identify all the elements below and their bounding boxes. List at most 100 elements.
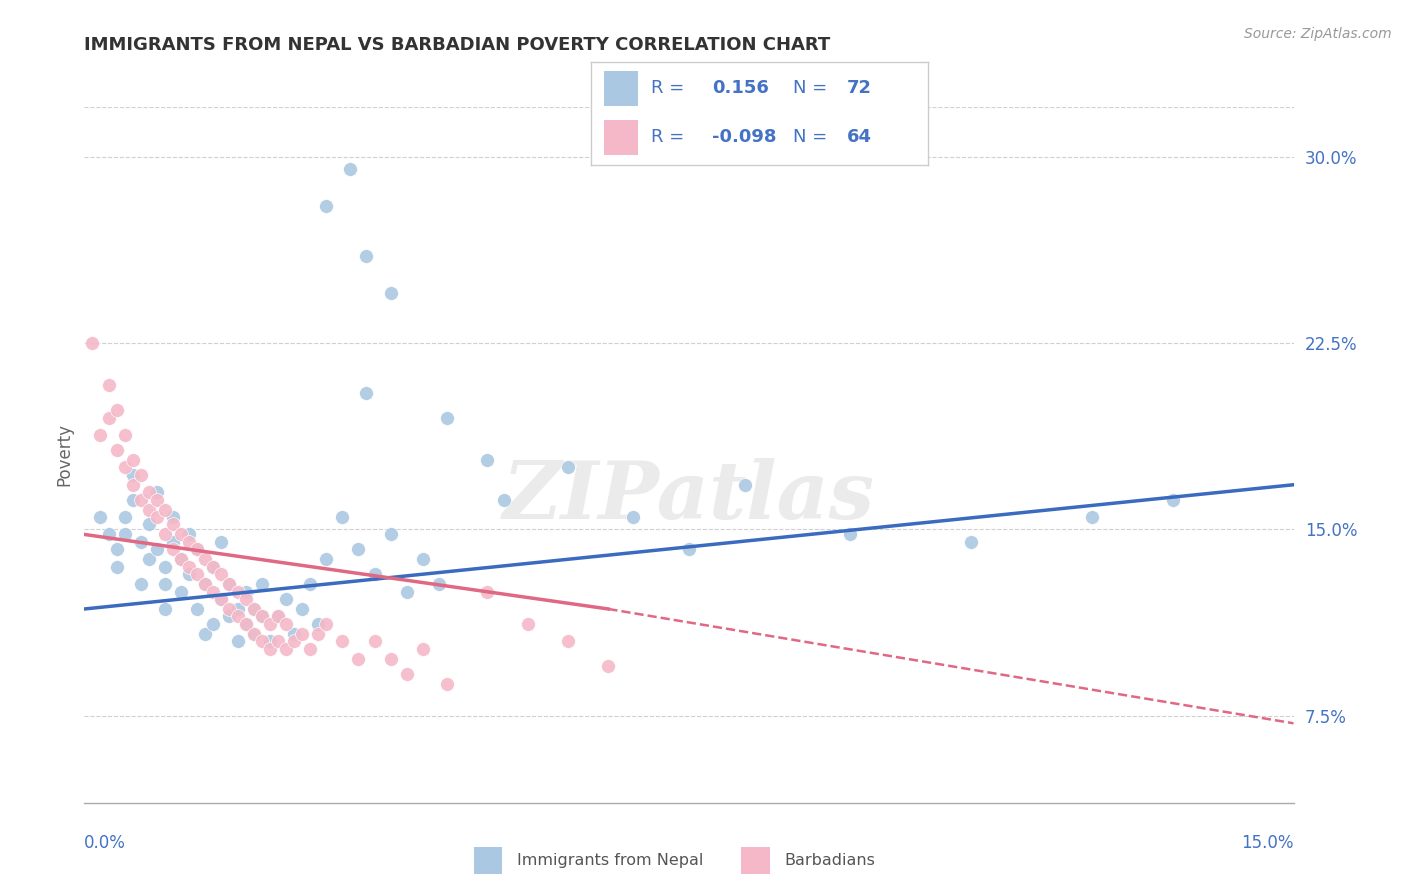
- Point: [218, 577, 240, 591]
- Point: [162, 517, 184, 532]
- Point: [839, 527, 862, 541]
- Point: [194, 577, 217, 591]
- Point: [1161, 492, 1184, 507]
- Text: 64: 64: [846, 128, 872, 146]
- Point: [363, 567, 385, 582]
- Point: [105, 559, 128, 574]
- Point: [235, 592, 257, 607]
- Point: [283, 627, 305, 641]
- Point: [315, 616, 337, 631]
- Text: Barbadians: Barbadians: [785, 854, 875, 868]
- Point: [250, 577, 273, 591]
- Text: IMMIGRANTS FROM NEPAL VS BARBADIAN POVERTY CORRELATION CHART: IMMIGRANTS FROM NEPAL VS BARBADIAN POVER…: [84, 36, 831, 54]
- Point: [380, 527, 402, 541]
- Point: [179, 559, 201, 574]
- Point: [226, 584, 249, 599]
- Point: [267, 634, 290, 648]
- Point: [330, 634, 353, 648]
- Point: [186, 542, 208, 557]
- Point: [380, 286, 402, 301]
- Point: [153, 602, 176, 616]
- Point: [179, 567, 201, 582]
- Point: [347, 651, 370, 665]
- Point: [330, 510, 353, 524]
- Point: [146, 492, 169, 507]
- Point: [114, 510, 136, 524]
- Point: [89, 428, 111, 442]
- Point: [960, 535, 983, 549]
- Point: [97, 410, 120, 425]
- Point: [250, 634, 273, 648]
- Point: [170, 527, 193, 541]
- Text: Immigrants from Nepal: Immigrants from Nepal: [516, 854, 703, 868]
- Point: [138, 485, 160, 500]
- Point: [194, 552, 217, 566]
- Point: [315, 199, 337, 213]
- Point: [557, 460, 579, 475]
- Point: [621, 510, 644, 524]
- Point: [153, 527, 176, 541]
- Point: [162, 510, 184, 524]
- Point: [259, 616, 281, 631]
- Point: [202, 584, 225, 599]
- Point: [291, 627, 314, 641]
- FancyBboxPatch shape: [605, 70, 638, 105]
- Point: [235, 584, 257, 599]
- Text: 15.0%: 15.0%: [1241, 834, 1294, 852]
- Point: [259, 634, 281, 648]
- Point: [395, 584, 418, 599]
- Point: [97, 527, 120, 541]
- Point: [363, 634, 385, 648]
- Point: [97, 378, 120, 392]
- Point: [291, 602, 314, 616]
- Point: [138, 502, 160, 516]
- Point: [516, 616, 538, 631]
- Point: [274, 592, 297, 607]
- Point: [218, 577, 240, 591]
- Point: [242, 627, 264, 641]
- Point: [235, 616, 257, 631]
- Text: ZIPatlas: ZIPatlas: [503, 458, 875, 535]
- Point: [129, 467, 152, 482]
- Point: [170, 584, 193, 599]
- Point: [209, 592, 232, 607]
- Point: [170, 552, 193, 566]
- Point: [492, 492, 515, 507]
- Point: [412, 641, 434, 656]
- Point: [250, 609, 273, 624]
- Text: -0.098: -0.098: [711, 128, 776, 146]
- Point: [274, 641, 297, 656]
- Point: [242, 602, 264, 616]
- Point: [477, 453, 499, 467]
- Point: [105, 403, 128, 417]
- Text: Source: ZipAtlas.com: Source: ZipAtlas.com: [1244, 27, 1392, 41]
- Point: [209, 567, 232, 582]
- Point: [153, 559, 176, 574]
- Point: [105, 442, 128, 457]
- Point: [380, 651, 402, 665]
- Point: [242, 602, 264, 616]
- Point: [138, 517, 160, 532]
- Point: [267, 609, 290, 624]
- Point: [114, 460, 136, 475]
- Point: [356, 385, 378, 400]
- Point: [114, 428, 136, 442]
- Point: [202, 616, 225, 631]
- Point: [242, 627, 264, 641]
- FancyBboxPatch shape: [474, 847, 502, 874]
- Point: [114, 527, 136, 541]
- FancyBboxPatch shape: [741, 847, 770, 874]
- Point: [170, 552, 193, 566]
- Point: [477, 584, 499, 599]
- Point: [267, 609, 290, 624]
- Point: [162, 542, 184, 557]
- Point: [427, 577, 450, 591]
- Text: R =: R =: [651, 128, 685, 146]
- Point: [121, 492, 143, 507]
- Point: [209, 592, 232, 607]
- Point: [283, 634, 305, 648]
- Point: [218, 609, 240, 624]
- Point: [186, 542, 208, 557]
- Point: [339, 162, 361, 177]
- Point: [186, 567, 208, 582]
